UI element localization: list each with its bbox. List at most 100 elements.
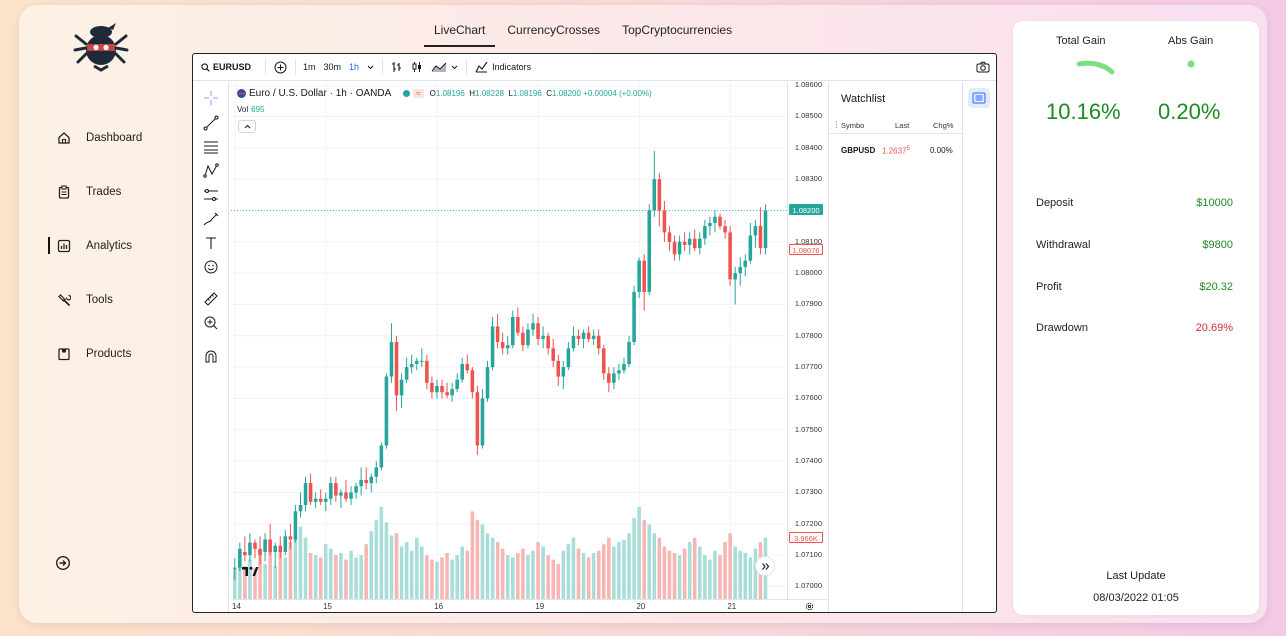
interval-dropdown[interactable] bbox=[367, 65, 374, 70]
candle-body bbox=[723, 226, 727, 233]
legend-collapse-button[interactable] bbox=[238, 120, 256, 133]
volume-bar bbox=[364, 544, 368, 599]
volume-bar bbox=[703, 555, 707, 599]
nav-item-trades[interactable]: Trades bbox=[48, 182, 178, 202]
volume-bar bbox=[596, 550, 601, 599]
crosshair-tool[interactable] bbox=[203, 90, 219, 106]
volume-bar bbox=[677, 555, 682, 599]
crosshair-icon bbox=[204, 91, 218, 105]
price-tick-label: 1.07900 bbox=[794, 299, 822, 309]
market-open-dot bbox=[403, 90, 411, 97]
nav-item-products[interactable]: Products bbox=[48, 344, 178, 364]
interval-1h[interactable]: 1h bbox=[349, 62, 360, 72]
candle-body bbox=[369, 476, 374, 484]
text-tool[interactable] bbox=[203, 235, 219, 251]
candles-style-button[interactable] bbox=[411, 61, 423, 73]
home-icon bbox=[56, 130, 72, 146]
candle-body bbox=[647, 210, 652, 292]
candle-body bbox=[475, 392, 480, 446]
price-tick-label: 1.07400 bbox=[794, 456, 822, 466]
price-tick-label: 1.08400 bbox=[794, 142, 822, 152]
trendline-tool[interactable] bbox=[203, 115, 219, 131]
profit-value: $20.32 bbox=[1199, 281, 1233, 293]
chart-toolbar: EURUSD 1m 30m 1h Indicators bbox=[193, 54, 996, 81]
tradingview-logo[interactable] bbox=[241, 564, 259, 578]
nav-item-tools[interactable]: Tools bbox=[48, 290, 178, 310]
volume-bar bbox=[617, 542, 621, 599]
volume-bar bbox=[349, 550, 353, 599]
watchlist-row[interactable]: GBPUSD 1.26375 0.00% bbox=[829, 140, 964, 160]
pattern-tool[interactable] bbox=[203, 163, 219, 179]
interval-1m[interactable]: 1m bbox=[303, 62, 316, 72]
screenshot-button[interactable] bbox=[976, 61, 990, 73]
fib-tool[interactable] bbox=[203, 139, 219, 155]
col-chg[interactable]: Chg% bbox=[933, 121, 954, 130]
tab-topcryptocurrencies[interactable]: TopCryptocurrencies bbox=[622, 23, 733, 37]
text-icon bbox=[206, 237, 216, 249]
candle-body bbox=[672, 241, 677, 255]
price-chart[interactable] bbox=[231, 82, 787, 599]
tab-livechart[interactable]: LiveChart bbox=[424, 21, 496, 47]
symbol-search[interactable]: EURUSD bbox=[201, 62, 251, 72]
candle-body bbox=[566, 348, 571, 368]
volume-bar bbox=[607, 537, 611, 599]
time-tick-label: 16 bbox=[434, 602, 444, 611]
price-tick-label: 1.07700 bbox=[794, 362, 822, 372]
indicators-button[interactable]: Indicators bbox=[475, 61, 531, 73]
candles-icon bbox=[412, 62, 422, 72]
tab-currencycrosses[interactable]: CurrencyCrosses bbox=[507, 23, 601, 37]
volume-bar bbox=[632, 517, 636, 599]
candle-body bbox=[708, 223, 712, 227]
candle-body bbox=[384, 376, 389, 446]
last-update-label: Last Update bbox=[1106, 570, 1166, 582]
prediction-tool[interactable] bbox=[203, 187, 219, 203]
brush-tool[interactable] bbox=[203, 211, 219, 227]
volume-bar bbox=[738, 550, 743, 599]
volume-bar bbox=[283, 557, 288, 599]
candle-body bbox=[465, 364, 470, 371]
watchlist-header: ⋮ Symbo Last Chg% bbox=[829, 118, 964, 134]
fib-icon bbox=[204, 141, 218, 154]
bars-style-button[interactable] bbox=[391, 61, 403, 73]
time-axis[interactable]: 14 15 16 19 20 21 bbox=[231, 599, 827, 612]
deposit-label: Deposit bbox=[1036, 197, 1074, 209]
col-last[interactable]: Last bbox=[895, 121, 910, 130]
candle-body bbox=[541, 335, 545, 339]
volume-bar bbox=[298, 526, 303, 599]
candle-body bbox=[677, 241, 682, 255]
price-axis[interactable]: 1.08600 1.08500 1.08400 1.08300 1.08200 1.081… bbox=[787, 80, 827, 599]
area-style-button[interactable] bbox=[431, 61, 447, 73]
volume-bar bbox=[627, 533, 631, 599]
volume-bar bbox=[511, 557, 515, 599]
candle-body bbox=[394, 342, 399, 396]
zoom-tool[interactable] bbox=[203, 315, 219, 331]
nav-item-analytics[interactable]: Analytics bbox=[48, 236, 178, 256]
nav-item-dashboard[interactable]: Dashboard bbox=[48, 128, 178, 148]
emoji-tool[interactable] bbox=[203, 259, 219, 275]
drawing-toolbar bbox=[193, 82, 229, 612]
col-symbol[interactable]: Symbo bbox=[841, 121, 865, 130]
legend-title: Euro / U.S. Dollar · 1h · OANDA bbox=[249, 88, 392, 99]
drag-handle-icon[interactable]: ⋮ bbox=[833, 120, 841, 129]
style-dropdown[interactable] bbox=[451, 65, 458, 70]
time-tick-label: 14 bbox=[232, 602, 241, 611]
chart-settings-button[interactable] bbox=[802, 599, 816, 612]
volume-bar bbox=[334, 555, 338, 599]
scroll-to-realtime-button[interactable] bbox=[755, 556, 775, 576]
volume-bar bbox=[748, 557, 753, 599]
row-chg: 0.00% bbox=[930, 146, 953, 155]
volume-bar bbox=[354, 557, 358, 599]
candle-body bbox=[581, 332, 586, 339]
watchlist-toggle-button[interactable] bbox=[968, 88, 990, 108]
candle-body bbox=[273, 545, 277, 552]
volume-bar bbox=[389, 535, 394, 599]
candle-body bbox=[758, 226, 763, 249]
interval-30m[interactable]: 30m bbox=[323, 62, 342, 72]
last-price-tag: 1.08200 bbox=[789, 204, 823, 216]
compare-button[interactable] bbox=[274, 61, 287, 74]
measure-tool[interactable] bbox=[203, 291, 219, 307]
logout-icon[interactable] bbox=[55, 555, 71, 571]
candle-body bbox=[435, 385, 439, 393]
volume-bar bbox=[723, 542, 727, 599]
magnet-tool[interactable] bbox=[203, 348, 219, 364]
